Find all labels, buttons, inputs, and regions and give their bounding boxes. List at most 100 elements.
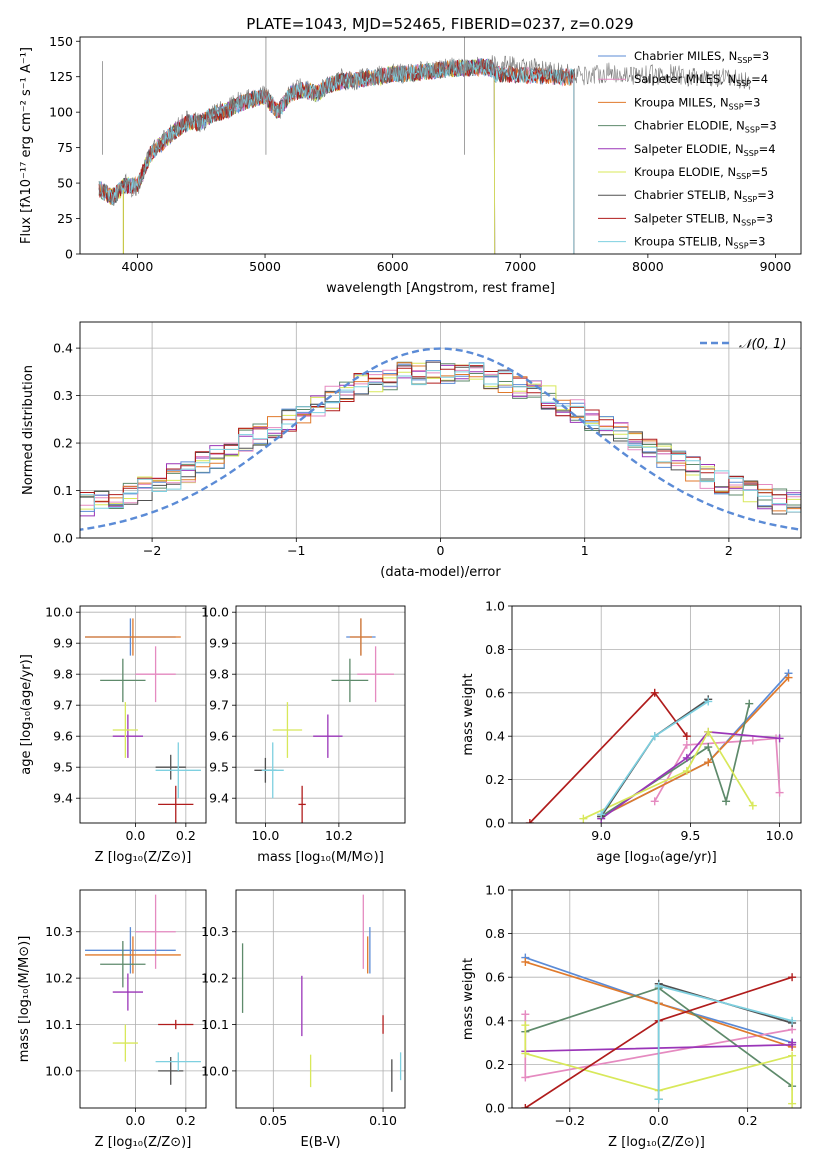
y-tick-label: 100 — [49, 105, 73, 120]
x-tick-label: 9.5 — [680, 828, 700, 843]
legend-label-sub: SSP — [741, 218, 756, 227]
error-bar-point — [298, 785, 306, 823]
x-axis-label: E(B-V) — [300, 1135, 340, 1150]
y-tick-label: 0.0 — [53, 531, 73, 546]
x-axis-label: (data-model)/error — [380, 565, 501, 580]
x-tick-label: 0.2 — [738, 1113, 758, 1128]
error-bar-point — [85, 927, 176, 974]
y-tick-label: 10.0 — [45, 1063, 73, 1078]
x-tick-label: 5000 — [249, 259, 281, 274]
legend-label-n: =3 — [757, 188, 774, 202]
x-tick-label: 6000 — [377, 259, 409, 274]
y-tick-label: 150 — [49, 34, 73, 49]
legend-label-n: =3 — [760, 119, 777, 133]
error-bar-point — [158, 785, 194, 823]
y-axis-label: age [log₁₀(age/yr)] — [19, 654, 34, 775]
y-tick-label: 10.3 — [201, 924, 229, 939]
y-axis-label: mass weight — [461, 958, 476, 1040]
y-tick-label: 0.6 — [485, 685, 505, 700]
y-tick-label: 9.9 — [53, 636, 73, 651]
y-tick-label: 9.7 — [209, 698, 229, 713]
legend-label-n: =5 — [751, 165, 768, 179]
y-tick-label: 0.2 — [53, 436, 73, 451]
legend-label-n: =3 — [756, 211, 773, 225]
legend-label-n: =3 — [749, 235, 766, 249]
y-tick-label: 10.1 — [45, 1017, 73, 1032]
x-axis-label: wavelength [Angstrom, rest frame] — [326, 281, 555, 296]
age-vs-mass-axes: 10.0 10.2 9.4 9.5 9.6 9.7 9.8 9.9 10.0 mass [log₁… — [201, 605, 405, 865]
legend-label-n: =3 — [752, 49, 769, 63]
x-tick-label: 0.0 — [125, 1113, 145, 1128]
y-tick-label: 0.4 — [53, 341, 73, 356]
y-tick-label: 0.4 — [485, 1013, 505, 1028]
y-tick-label: 9.4 — [53, 791, 73, 806]
legend-label-text: Chabrier STELIB, N — [634, 188, 742, 202]
mass-weight-vs-age-axes: 9.0 9.5 10.0 0.0 0.2 0.4 0.6 0.8 1.0 age [log₁₀(a… — [461, 599, 801, 865]
mass-vs-ebv-frame — [235, 889, 406, 1109]
legend-label-sub: SSP — [742, 195, 757, 204]
y-tick-label: 0.2 — [485, 772, 505, 787]
legend-label: Chabrier MILES, NSSP=3 — [634, 49, 769, 65]
legend-label-text: Salpeter MILES, N — [634, 72, 736, 86]
legend-label: Kroupa MILES, NSSP=3 — [634, 95, 760, 111]
error-bar-point — [85, 936, 181, 974]
error-bar-point — [155, 754, 186, 780]
y-tick-label: 0.8 — [485, 642, 505, 657]
mass-weight-vs-age-series — [525, 669, 793, 823]
error-bar-point — [135, 894, 176, 969]
x-tick-label: 0.0 — [125, 828, 145, 843]
error-bar-point — [112, 714, 143, 758]
legend-label: Kroupa STELIB, NSSP=3 — [634, 235, 765, 251]
normal-curve — [80, 347, 801, 531]
legend-label-sub: SSP — [736, 79, 751, 88]
error-bar-point — [158, 1019, 194, 1030]
legend-label: Chabrier STELIB, NSSP=3 — [634, 188, 774, 204]
legend-label-text: Kroupa STELIB, N — [634, 235, 734, 249]
error-bar-point — [155, 1052, 201, 1071]
mass-vs-ebv-axes: 0.05 0.10 10.0 10.1 10.2 10.3 E(B-V) — [201, 890, 405, 1150]
y-axis-label: mass weight — [461, 673, 476, 755]
x-axis-label: Z [log₁₀(Z/Z⊙)] — [95, 850, 192, 865]
x-tick-label: 0.05 — [259, 1113, 287, 1128]
y-tick-label: 0.4 — [485, 729, 505, 744]
y-tick-label: 9.8 — [53, 667, 73, 682]
error-bar-point — [272, 702, 303, 758]
mass-weight-line — [583, 730, 754, 820]
observed-spectrum-line — [98, 55, 751, 206]
legend-label-n: =3 — [744, 95, 761, 109]
y-tick-label: 0.1 — [53, 483, 73, 498]
y-axis-label: Normed distribution — [21, 365, 36, 495]
error-bar-point — [155, 742, 201, 799]
legend-label-text: Chabrier MILES, N — [634, 49, 737, 63]
error-bar-point — [85, 618, 181, 656]
x-tick-label: 10.0 — [251, 828, 279, 843]
mass-weight-line — [600, 731, 780, 820]
legend-label: Kroupa ELODIE, NSSP=5 — [634, 165, 768, 181]
mass-weight-vs-age-frame — [511, 605, 802, 824]
y-tick-label: 75 — [57, 140, 73, 155]
y-tick-label: 9.4 — [209, 791, 229, 806]
error-bar-point — [112, 1024, 138, 1062]
x-tick-label: 10.0 — [766, 828, 794, 843]
model-spectrum-line — [98, 58, 575, 254]
age-vs-Z-axes: 0.0 0.2 9.4 9.5 9.6 9.7 9.8 9.9 10.0 Z [log₁₀(Z/Z… — [19, 605, 206, 865]
x-tick-label: 0.2 — [176, 828, 196, 843]
legend-label-sub: SSP — [744, 149, 759, 158]
y-tick-label: 10.1 — [201, 1017, 229, 1032]
x-axis-label: age [log₁₀(age/yr)] — [596, 850, 717, 865]
legend-label: Salpeter ELODIE, NSSP=4 — [634, 142, 776, 158]
x-tick-label: 0.10 — [369, 1113, 397, 1128]
x-tick-label: 7000 — [504, 259, 536, 274]
histogram-frame — [79, 321, 802, 539]
spectrum-frame — [79, 36, 802, 255]
x-tick-label: 9000 — [760, 259, 792, 274]
x-tick-label: 8000 — [632, 259, 664, 274]
legend-label-sub: SSP — [737, 56, 752, 65]
mass-vs-Z-frame — [79, 889, 207, 1109]
y-tick-label: 9.8 — [209, 667, 229, 682]
y-tick-label: 1.0 — [485, 599, 505, 614]
figure-title: PLATE=1043, MJD=52465, FIBERID=0237, z=0… — [246, 15, 633, 33]
y-tick-label: 9.6 — [209, 729, 229, 744]
error-bar-point — [100, 941, 146, 988]
